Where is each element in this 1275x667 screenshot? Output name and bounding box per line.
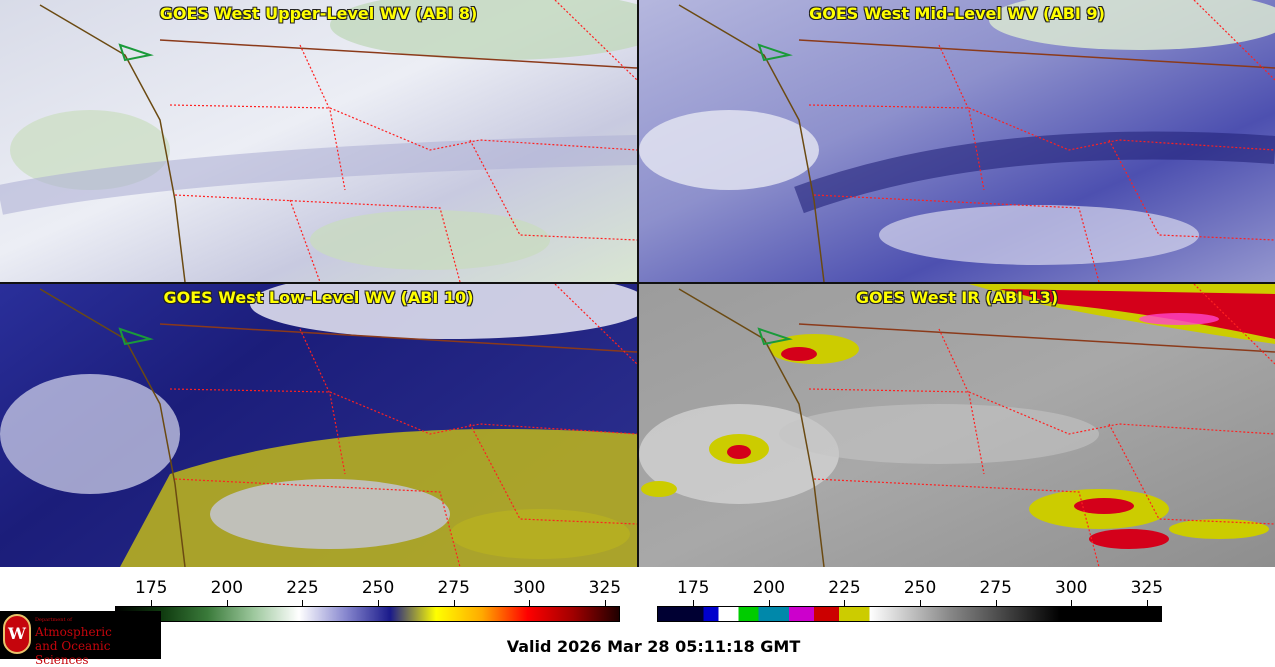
tick-mark [604,600,606,606]
ir-colorbar-gradient [657,606,1162,622]
ir-colorbar: 175 200 225 250 275 300 325 [657,578,1164,626]
mid-level-wv-image [639,0,1275,282]
wv-colorbar: 175 200 225 250 275 300 325 [115,578,622,626]
aos-logo: W Department of Atmospheric and Oceanic … [0,611,161,667]
ir-image [639,284,1275,567]
tick-label: 300 [513,578,546,598]
tick-mark [920,600,922,606]
tick-label: 300 [1055,578,1088,598]
panel-ir: GOES West IR (ABI 13) [639,284,1275,567]
panel-low-level-wv: GOES West Low-Level WV (ABI 10) [0,284,637,567]
tick-label: 225 [286,578,319,598]
tick-mark [529,600,531,606]
panel-divider-horizontal [0,282,1275,284]
panel-title: GOES West Upper-Level WV (ABI 8) [159,4,478,23]
logo-dept: Department of [35,617,72,623]
tick-mark [226,600,228,606]
tick-label: 225 [828,578,861,598]
tick-mark [151,600,153,606]
tick-label: 175 [677,578,710,598]
valid-time: Valid 2026 Mar 28 05:11:18 GMT [506,637,801,656]
tick-label: 275 [979,578,1012,598]
uw-seal-icon: W [3,614,31,654]
tick-label: 250 [903,578,937,598]
panel-mid-level-wv: GOES West Mid-Level WV (ABI 9) [639,0,1275,282]
tick-label: 325 [1130,578,1164,598]
upper-level-wv-image [0,0,637,282]
tick-label: 325 [588,578,622,598]
tick-label: 200 [210,578,244,598]
tick-mark [453,600,455,606]
panel-title: GOES West IR (ABI 13) [855,288,1059,307]
wv-colorbar-gradient [115,606,620,622]
panel-title: GOES West Low-Level WV (ABI 10) [163,288,474,307]
tick-label: 275 [437,578,470,598]
logo-line1: Atmospheric [35,625,112,639]
tick-mark [995,600,997,606]
tick-label: 175 [135,578,168,598]
tick-mark [844,600,846,606]
panel-title: GOES West Mid-Level WV (ABI 9) [809,4,1105,23]
tick-label: 250 [361,578,395,598]
tick-mark [378,600,380,606]
low-level-wv-image [0,284,637,567]
panel-upper-level-wv: GOES West Upper-Level WV (ABI 8) [0,0,637,282]
tick-mark [302,600,304,606]
tick-mark [693,600,695,606]
tick-mark [768,600,770,606]
tick-label: 200 [752,578,786,598]
tick-mark [1146,600,1148,606]
tick-mark [1071,600,1073,606]
